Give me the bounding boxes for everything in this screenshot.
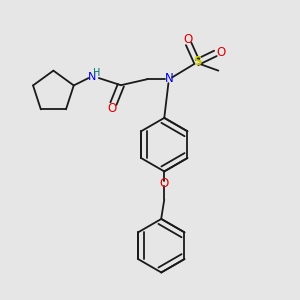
Text: N: N	[165, 72, 173, 85]
Text: N: N	[88, 73, 96, 82]
Text: O: O	[216, 46, 225, 59]
Text: S: S	[193, 55, 202, 68]
Text: O: O	[107, 103, 117, 116]
Text: O: O	[183, 33, 192, 46]
Text: O: O	[160, 177, 169, 190]
Text: H: H	[93, 68, 101, 78]
